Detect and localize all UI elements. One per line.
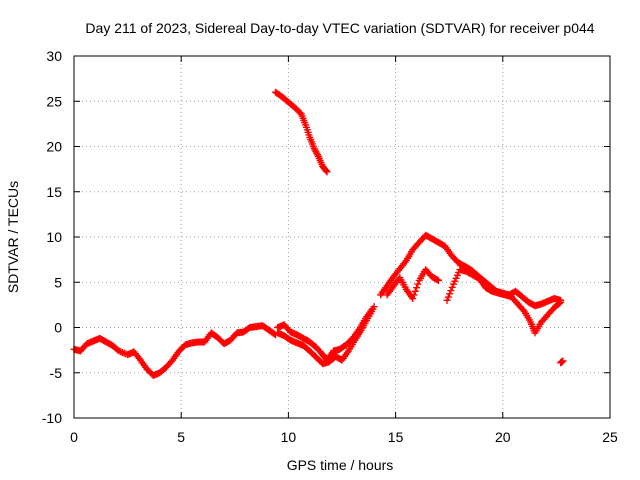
data-point [322, 167, 330, 175]
data-point [443, 296, 451, 304]
data-point [557, 298, 565, 306]
y-tick-label: 30 [46, 48, 62, 64]
data-point [448, 283, 456, 291]
x-tick-label: 10 [281, 429, 297, 445]
data-points [70, 88, 567, 379]
series-track-7 [443, 266, 565, 337]
grid-lines [74, 56, 610, 418]
series-track-3 [274, 303, 378, 368]
data-point [411, 287, 419, 295]
data-point [409, 295, 417, 303]
data-point [323, 168, 331, 176]
data-point [314, 151, 322, 159]
y-tick-label: 5 [54, 274, 62, 290]
data-point [414, 280, 422, 288]
x-tick-label: 20 [495, 429, 511, 445]
series-track-8 [557, 357, 567, 367]
data-point [370, 303, 378, 311]
y-tick-label: -5 [50, 365, 63, 381]
y-tick-label: 0 [54, 320, 62, 336]
x-tick-label: 15 [388, 429, 404, 445]
data-point [447, 287, 455, 295]
y-tick-label: -10 [42, 410, 62, 426]
data-point [401, 258, 409, 266]
data-point [433, 276, 441, 284]
x-axis-label: GPS time / hours [287, 457, 394, 473]
y-tick-label: 25 [46, 93, 62, 109]
y-axis-label: SDTVAR / TECUs [5, 181, 21, 293]
data-point [434, 276, 442, 284]
series-track-6 [383, 266, 442, 303]
y-tick-label: 15 [46, 184, 62, 200]
x-tick-label: 0 [70, 429, 78, 445]
y-tick-label: 10 [46, 229, 62, 245]
tick-labels: 0 5 10 15 20 25 -10 -5 0 5 10 15 20 25 30 [42, 48, 618, 445]
x-tick-label: 5 [177, 429, 185, 445]
data-point [410, 291, 418, 299]
data-point [446, 290, 454, 298]
x-tick-label: 25 [602, 429, 618, 445]
series-track-1 [70, 322, 280, 379]
chart-title: Day 211 of 2023, Sidereal Day-to-day VTE… [85, 20, 594, 36]
series-track-4 [272, 88, 331, 176]
data-point [555, 299, 563, 307]
data-point [559, 357, 567, 365]
data-point [413, 284, 421, 292]
data-point [519, 306, 527, 314]
plot-frame [73, 55, 611, 419]
y-tick-label: 20 [46, 139, 62, 155]
data-point [444, 293, 452, 301]
